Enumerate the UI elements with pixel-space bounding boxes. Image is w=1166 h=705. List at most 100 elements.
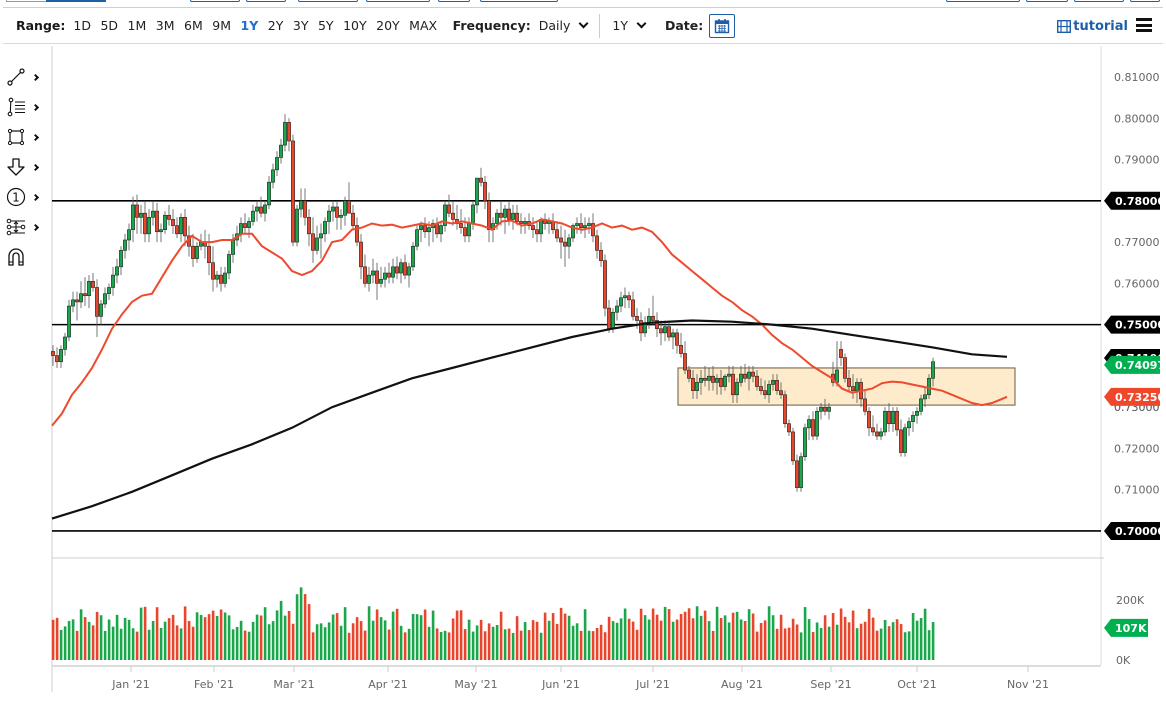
settings-button[interactable] [438, 0, 470, 2]
volume-bar [731, 612, 735, 660]
date-picker-button[interactable] [709, 13, 736, 38]
svg-text:0.78000: 0.78000 [1115, 195, 1165, 208]
volume-bar [407, 628, 411, 660]
menu-icon-bar [1136, 23, 1152, 27]
volume-bar [551, 613, 555, 660]
volume-bar [383, 620, 387, 660]
trendline-tool[interactable] [6, 62, 50, 92]
download-button[interactable] [1026, 0, 1068, 2]
range-2y[interactable]: 2Y [267, 18, 284, 33]
volume-bar [99, 615, 103, 660]
volume-bar [655, 614, 659, 660]
volume-bar [147, 629, 151, 660]
volume-bar [151, 621, 155, 660]
range-6m[interactable]: 6M [184, 18, 203, 33]
tutorial-link[interactable]: tutorial [1057, 19, 1128, 34]
annotation-tool[interactable]: 1 [6, 182, 50, 212]
price-tag-0.70: 0.70000 [1104, 521, 1165, 540]
volume-bar [219, 609, 223, 660]
volume-bar [691, 618, 695, 660]
volume-bar [575, 623, 579, 660]
range-3m[interactable]: 3M [155, 18, 175, 33]
fullscreen-button[interactable] [1130, 0, 1160, 2]
volume-bar [535, 621, 539, 660]
volume-bar [499, 611, 503, 660]
volume-bar [371, 620, 375, 660]
fibonacci-tool[interactable] [6, 92, 50, 122]
frequency-value: Daily [538, 18, 571, 33]
volume-bar [331, 614, 335, 660]
volume-bar [899, 624, 903, 660]
volume-bar [295, 594, 299, 660]
volume-bar [455, 610, 459, 660]
volume-bar [179, 628, 183, 660]
range-5y[interactable]: 5Y [317, 18, 334, 33]
y-tick-label: 0.79000 [1114, 154, 1160, 167]
chart-type-button[interactable] [190, 0, 240, 2]
magnet-tool[interactable] [6, 242, 50, 272]
range-1d[interactable]: 1D [73, 18, 91, 33]
volume-bar [235, 626, 239, 660]
volume-bar [259, 615, 263, 660]
volume-bar [839, 608, 843, 660]
studies-button[interactable] [298, 0, 358, 2]
volume-bar [255, 614, 259, 660]
volume-bar [591, 631, 595, 660]
range-1m[interactable]: 1M [127, 18, 147, 33]
print-button[interactable] [1074, 0, 1124, 2]
range-9m[interactable]: 9M [212, 18, 232, 33]
volume-bar [523, 622, 527, 660]
volume-bar [503, 629, 507, 660]
volume-bar [827, 626, 831, 660]
symbol-input[interactable] [6, 0, 48, 2]
svg-text:1: 1 [12, 191, 20, 205]
frequency-dropdown[interactable]: Daily [538, 18, 589, 33]
x-tick-label: May '21 [454, 678, 497, 691]
range-5d[interactable]: 5D [100, 18, 119, 33]
volume-bar [807, 619, 811, 660]
chevron-right-icon [31, 103, 40, 111]
volume-bar [619, 618, 623, 660]
volume-bar [387, 629, 391, 660]
volume-bar [339, 625, 343, 660]
volume-bar [599, 624, 603, 660]
volume-bar [719, 618, 723, 660]
volume-bar [283, 615, 287, 660]
volume-bar [915, 620, 919, 660]
indicators-button[interactable] [246, 0, 286, 2]
volume-bar [115, 614, 119, 660]
volume-bar [155, 607, 159, 660]
volume-bar [707, 621, 711, 660]
range-options: 1D 5D 1M 3M 6M 9M 1Y 2Y 3Y 5Y 10Y 20Y MAX [73, 18, 446, 33]
range-1y[interactable]: 1Y [240, 18, 259, 33]
measure-tool[interactable] [6, 212, 50, 242]
arrow-tool[interactable] [6, 152, 50, 182]
range-20y[interactable]: 20Y [376, 18, 400, 33]
share-button[interactable] [946, 0, 1020, 2]
shape-tool[interactable] [6, 122, 50, 152]
period-dropdown[interactable]: 1Y [612, 18, 647, 33]
volume-bar [743, 621, 747, 660]
volume-bar [123, 617, 127, 660]
volume-bar [107, 619, 111, 660]
range-toolbar: Range: 1D 5D 1M 3M 6M 9M 1Y 2Y 3Y 5Y 10Y 20Y MAX Fre… [0, 8, 1166, 43]
hamburger-menu-button[interactable] [1136, 18, 1152, 32]
y-tick-label: 0.71000 [1114, 484, 1160, 497]
symbol-search-button[interactable] [46, 0, 106, 2]
svg-text:107K: 107K [1115, 622, 1147, 635]
moving-average-fast [51, 218, 1008, 427]
volume-bar [531, 620, 535, 660]
compare-button[interactable] [366, 0, 430, 2]
volume-bar [443, 630, 447, 660]
calendar-icon [715, 18, 730, 33]
volume-bar [567, 615, 571, 660]
range-3y[interactable]: 3Y [292, 18, 309, 33]
volume-bar [79, 609, 83, 660]
range-max[interactable]: MAX [409, 18, 438, 33]
volume-bar [195, 612, 199, 660]
volume-bar [431, 610, 435, 660]
volume-bar [527, 630, 531, 660]
range-10y[interactable]: 10Y [343, 18, 367, 33]
template-button[interactable] [480, 0, 558, 2]
